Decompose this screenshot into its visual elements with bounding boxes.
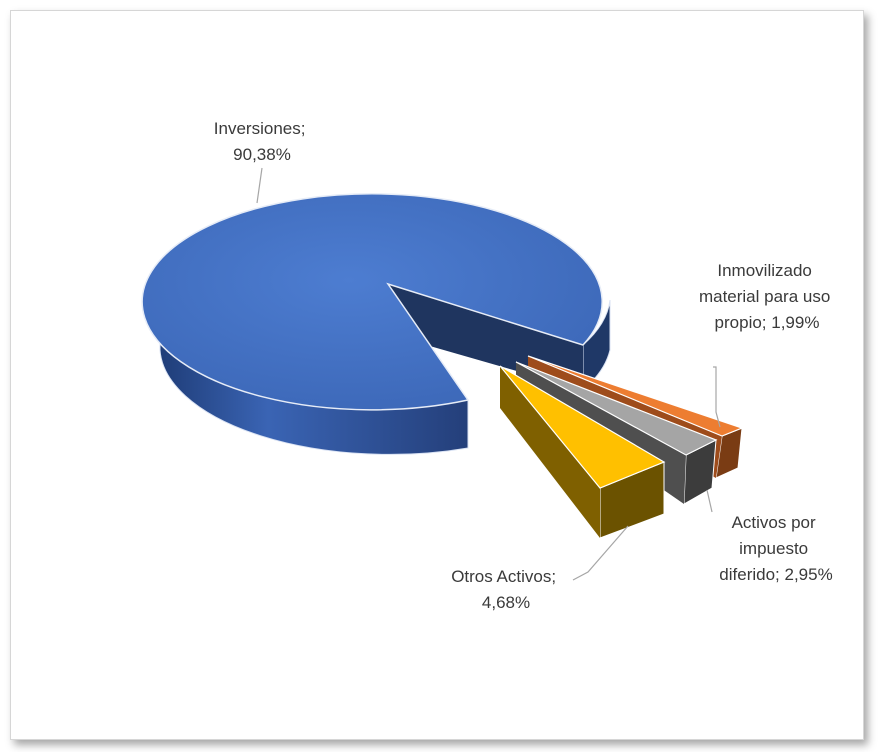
label-otros-activos: Otros Activos; 4,68% (451, 567, 561, 612)
leader-line-inversiones (257, 168, 262, 203)
label-inmovilizado: Inmovilizado material para uso propio; 1… (699, 261, 835, 332)
label-activos-impuesto: Activos por impuesto diferido; 2,95% (719, 513, 832, 584)
label-inversiones: Inversiones; 90,38% (214, 119, 310, 164)
leader-line-activos-impuesto (707, 490, 712, 512)
